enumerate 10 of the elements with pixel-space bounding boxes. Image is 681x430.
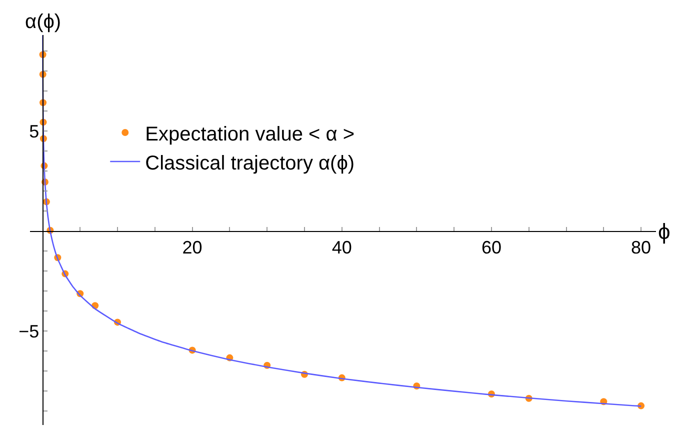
- x-tick-label: 80: [631, 238, 652, 258]
- legend-label: Expectation value < α >: [145, 123, 355, 146]
- legend-label: Classical trajectory α(ϕ): [145, 152, 355, 174]
- y-tick-label: 5: [29, 121, 40, 142]
- x-tick-label: 20: [182, 238, 202, 258]
- y-axis-title: α(ϕ): [25, 11, 62, 33]
- y-tick-label: −5: [18, 321, 40, 342]
- x-tick-label: 60: [481, 238, 502, 258]
- x-tick-label: 40: [332, 238, 352, 258]
- x-axis-title: ϕ: [658, 219, 670, 244]
